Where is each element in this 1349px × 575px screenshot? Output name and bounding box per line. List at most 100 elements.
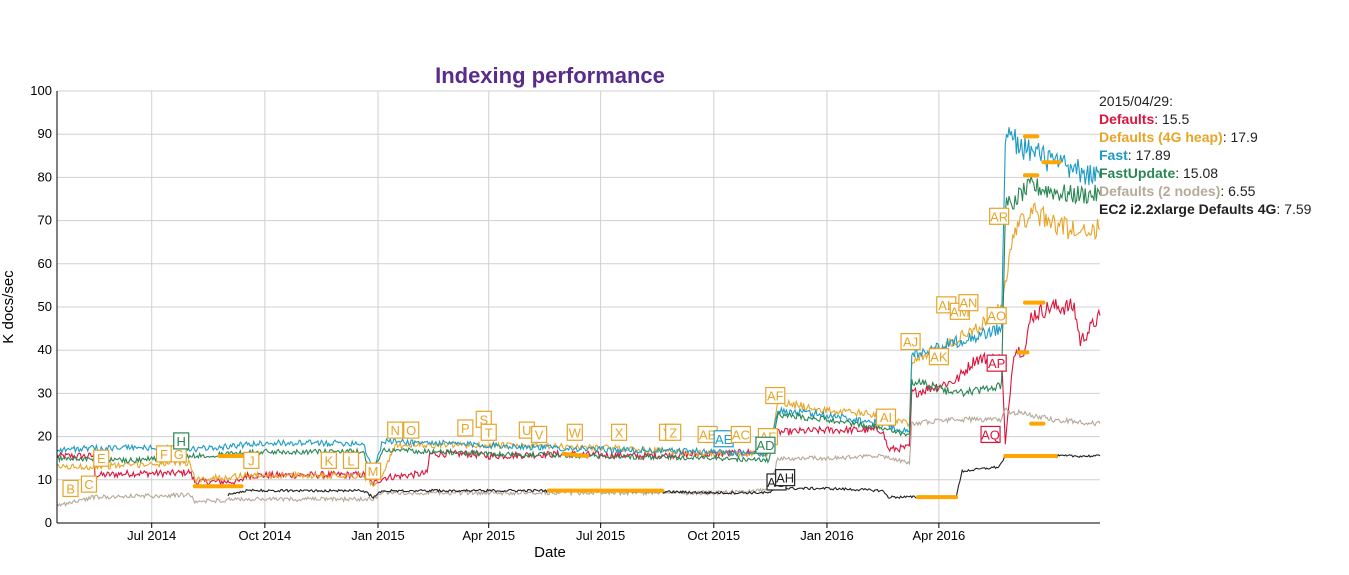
annotation-n[interactable]: N xyxy=(387,421,404,439)
legend-entry-name: Defaults (4G heap) xyxy=(1099,129,1223,145)
annotation-ar[interactable]: AR xyxy=(989,207,1010,225)
annotation-label: AE xyxy=(715,432,733,447)
annotation-ad[interactable]: AD xyxy=(755,436,776,454)
annotation-ap[interactable]: AP xyxy=(986,354,1007,372)
annotation-box xyxy=(900,332,921,351)
annotation-l[interactable]: L xyxy=(342,451,360,469)
annotation-an[interactable]: AN xyxy=(958,294,979,312)
annotation-label: E xyxy=(97,451,106,466)
annotation-box xyxy=(875,408,897,426)
axes: 0 10 20 30 40 50 60 70 80 90 100 Jul 2014 Oct 2014 Ja… xyxy=(30,83,1100,543)
annotation-f[interactable]: F xyxy=(155,445,173,463)
legend-entry-value: 6.55 xyxy=(1228,183,1256,199)
annotation-label: X xyxy=(615,425,624,440)
annotation-label: O xyxy=(406,423,416,438)
annotation-box xyxy=(986,307,1007,325)
legend-entry-name: EC2 i2.2xlarge Defaults 4G xyxy=(1099,201,1277,217)
annotation-label: AI xyxy=(880,410,892,425)
y-axis-title: K docs/sec xyxy=(0,270,17,344)
annotation-label: N xyxy=(391,423,400,438)
annotation-label: C xyxy=(84,477,93,492)
annotation-ah[interactable]: AH xyxy=(775,469,796,487)
highlight-segments xyxy=(192,134,1062,500)
legend-entry[interactable]: EC2 i2.2xlarge Defaults 4G: 7.59 xyxy=(1099,201,1312,217)
annotation-z[interactable]: Z xyxy=(665,423,682,441)
annotation-box xyxy=(480,423,497,441)
annotation-ao[interactable]: AO xyxy=(986,307,1007,325)
annotation-p[interactable]: P xyxy=(457,419,474,437)
annotation-label: L xyxy=(347,453,354,468)
legend-entry-name: Defaults (2 nodes) xyxy=(1099,183,1221,199)
y-tick-label: 10 xyxy=(38,472,52,487)
annotation-label: W xyxy=(569,425,582,440)
annotation-box xyxy=(610,423,628,441)
annotation-box xyxy=(665,423,682,441)
annotation-label: H xyxy=(177,434,186,449)
y-tick-label: 30 xyxy=(38,385,52,400)
annotation-label: K xyxy=(324,453,333,468)
annotation-label: Z xyxy=(669,425,677,440)
grid-lines xyxy=(57,90,1100,524)
annotation-m[interactable]: M xyxy=(364,462,382,480)
annotation-label: AC xyxy=(732,427,750,442)
x-tick-label: Jul 2014 xyxy=(127,528,176,543)
annotation-box xyxy=(775,469,796,487)
annotation-box xyxy=(928,348,949,366)
annotation-ak[interactable]: AK xyxy=(928,348,949,366)
legend: 2015/04/29: Defaults: 15.5 Defaults (4G h… xyxy=(1099,92,1311,218)
annotation-ac[interactable]: AC xyxy=(730,425,751,444)
annotation-box xyxy=(980,425,1001,444)
annotations: BCEFGHJKLMNOPSTUVWXYZABAEACAFADAFAGAHAIA… xyxy=(62,207,1010,498)
annotation-label: AK xyxy=(930,350,948,365)
legend-entry-value: 15.08 xyxy=(1183,165,1219,181)
legend-entry[interactable]: Defaults (4G heap): 17.9 xyxy=(1099,129,1258,145)
legend-entry-value: 15.5 xyxy=(1162,111,1190,127)
y-tick-label: 40 xyxy=(38,342,52,357)
legend-entry-name: Fast xyxy=(1099,147,1128,163)
annotation-label: P xyxy=(461,421,470,436)
annotation-af[interactable]: AF xyxy=(765,386,786,405)
annotation-b[interactable]: B xyxy=(62,479,79,498)
legend-entry[interactable]: Fast: 17.89 xyxy=(1099,147,1171,163)
legend-entry[interactable]: FastUpdate: 15.08 xyxy=(1099,165,1219,181)
annotation-aj[interactable]: AJ xyxy=(900,332,921,351)
y-tick-label: 80 xyxy=(38,169,52,184)
annotation-v[interactable]: V xyxy=(531,425,548,444)
annotation-o[interactable]: O xyxy=(403,421,420,439)
annotation-box xyxy=(342,451,360,469)
annotation-x[interactable]: X xyxy=(610,423,628,441)
annotation-box xyxy=(531,425,548,444)
annotation-label: AR xyxy=(990,209,1008,224)
annotation-e[interactable]: E xyxy=(93,449,110,467)
annotation-j[interactable]: J xyxy=(243,451,260,469)
legend-entries: Defaults: 15.5 Defaults (4G heap): 17.9 Fa… xyxy=(1099,110,1311,218)
annotation-t[interactable]: T xyxy=(480,423,497,441)
annotation-ai[interactable]: AI xyxy=(875,408,897,426)
annotation-label: AP xyxy=(988,356,1005,371)
y-tick-label: 90 xyxy=(38,126,52,141)
annotation-label: AO xyxy=(987,309,1006,324)
annotation-k[interactable]: K xyxy=(320,451,337,469)
annotation-box xyxy=(387,421,404,439)
x-axis-title: Date xyxy=(534,544,566,561)
annotation-label: U xyxy=(522,423,531,438)
annotation-label: F xyxy=(160,447,168,462)
annotation-ae[interactable]: AE xyxy=(713,430,734,448)
legend-entry[interactable]: Defaults: 15.5 xyxy=(1099,111,1190,127)
x-tick-label: Jan 2016 xyxy=(800,528,854,543)
x-tick-label: Oct 2015 xyxy=(687,528,740,543)
legend-entry[interactable]: Defaults (2 nodes): 6.55 xyxy=(1099,183,1256,199)
annotation-box xyxy=(765,386,786,405)
annotation-label: G xyxy=(174,447,184,462)
chart-title: Indexing performance xyxy=(435,63,665,88)
annotation-h[interactable]: H xyxy=(173,432,190,450)
annotation-box xyxy=(93,449,110,467)
annotation-w[interactable]: W xyxy=(566,423,583,441)
annotation-box xyxy=(243,451,260,469)
annotation-aq[interactable]: AQ xyxy=(980,425,1001,444)
annotation-ab[interactable]: AB xyxy=(697,425,718,444)
annotation-c[interactable]: C xyxy=(80,475,98,493)
y-tick-label: 20 xyxy=(38,429,52,444)
annotation-label: AN xyxy=(959,296,977,311)
legend-entry-value: 17.89 xyxy=(1135,147,1171,163)
